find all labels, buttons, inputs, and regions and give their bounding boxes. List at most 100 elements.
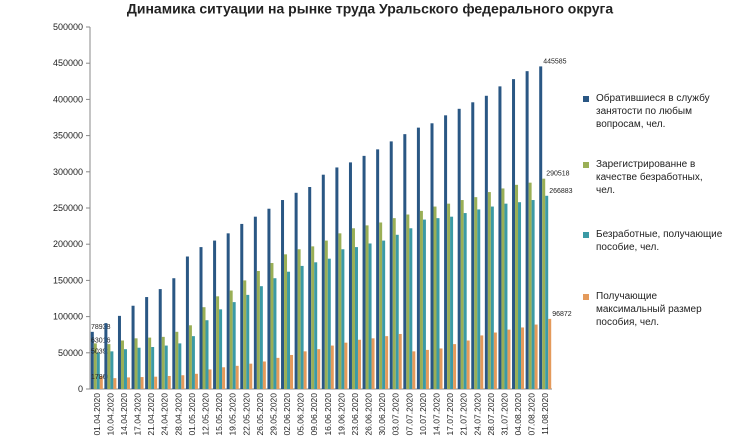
bar [235, 365, 239, 389]
x-tick-label: 02.06.2020 [282, 393, 292, 436]
bar [256, 270, 260, 389]
legend-label: Безработные, получающие пособие, чел. [596, 229, 723, 253]
bar [216, 296, 220, 389]
bar [362, 155, 366, 389]
bar [194, 373, 198, 389]
bar [287, 271, 291, 389]
bar [120, 340, 124, 389]
x-tick-label: 04.08.2020 [513, 393, 523, 436]
bar [90, 331, 94, 389]
bar [161, 336, 165, 389]
bar [167, 375, 171, 389]
bar [219, 309, 223, 389]
bar [389, 141, 393, 389]
bar [308, 187, 312, 389]
bar [335, 167, 339, 389]
bar [412, 351, 416, 389]
bar [471, 102, 475, 390]
bar [507, 329, 511, 389]
bar [348, 162, 352, 389]
data-label: 445585 [543, 58, 566, 65]
y-tick-label: 0 [78, 384, 83, 394]
x-tick-label: 17.07.2020 [445, 393, 455, 436]
bar [222, 367, 226, 389]
bar [444, 115, 448, 389]
x-tick-label: 28.07.2020 [486, 393, 496, 436]
bar [300, 265, 304, 389]
bar [474, 197, 478, 389]
x-tick-label: 14.04.2020 [119, 393, 129, 436]
bar [276, 357, 280, 389]
bar [376, 149, 380, 389]
bar [290, 354, 294, 389]
bar [294, 192, 298, 389]
bar [354, 247, 358, 389]
bar [528, 182, 532, 389]
bar [531, 200, 535, 389]
bar [341, 249, 345, 389]
bar [447, 203, 451, 389]
bar [99, 376, 103, 389]
bar [113, 378, 117, 389]
bar [365, 225, 369, 389]
bar [493, 332, 497, 389]
bar [110, 351, 114, 389]
bar [259, 286, 263, 389]
bar [208, 369, 212, 389]
bar [436, 218, 440, 389]
bar [416, 127, 420, 390]
bar [123, 349, 127, 389]
bar [395, 234, 399, 389]
x-tick-label: 23.06.2020 [350, 393, 360, 436]
bar [104, 323, 108, 389]
bar [158, 289, 162, 389]
bar [205, 320, 209, 389]
bar [484, 95, 488, 389]
bar [181, 375, 185, 389]
y-tick-label: 450000 [53, 58, 83, 68]
y-tick-label: 50000 [58, 348, 83, 358]
x-tick-label: 10.04.2020 [105, 393, 115, 436]
bar [321, 174, 325, 389]
bar [148, 337, 152, 389]
x-tick-label: 17.04.2020 [133, 393, 143, 436]
x-tick-label: 30.06.2020 [377, 393, 387, 436]
bar [539, 66, 543, 390]
bar [453, 344, 457, 389]
bar [398, 333, 402, 389]
x-tick-label: 05.06.2020 [296, 393, 306, 436]
bar [232, 302, 236, 389]
bar [270, 263, 274, 389]
bar [466, 340, 470, 389]
y-tick-label: 150000 [53, 275, 83, 285]
data-label: 50392 [91, 349, 111, 356]
bar [226, 233, 230, 389]
legend-swatch [583, 96, 589, 102]
x-tick-label: 19.06.2020 [336, 393, 346, 436]
bar [548, 318, 552, 389]
bar [501, 188, 505, 389]
bar [324, 240, 328, 389]
bar [338, 233, 342, 389]
bar [303, 351, 307, 389]
x-tick-label: 03.07.2020 [391, 393, 401, 436]
bar [371, 338, 375, 389]
bar [213, 240, 217, 389]
bar [199, 247, 203, 389]
bar [504, 203, 508, 389]
y-tick-label: 400000 [53, 94, 83, 104]
bar [525, 71, 529, 389]
legend-label: Обратившиеся в службу занятости по любым… [596, 93, 710, 130]
data-label: 96872 [552, 311, 572, 318]
bar [172, 278, 176, 389]
bar [281, 200, 285, 389]
x-tick-label: 07.07.2020 [404, 393, 414, 436]
bar [117, 315, 121, 389]
legend-swatch [583, 162, 589, 168]
bar [457, 108, 461, 389]
bar [131, 305, 135, 389]
bar [392, 218, 396, 389]
x-tick-label: 26.05.2020 [255, 393, 265, 436]
